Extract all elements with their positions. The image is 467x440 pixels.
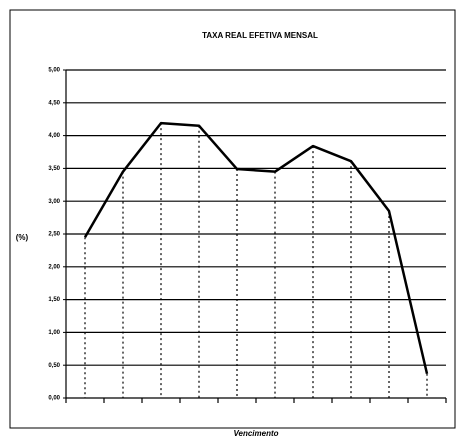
y-tick-label: 3,50 <box>48 166 60 172</box>
y-tick-label: 5,00 <box>48 68 60 74</box>
data-line <box>83 121 429 375</box>
y-tick-label: 2,00 <box>48 264 60 270</box>
y-tick-label: 2,50 <box>48 232 60 238</box>
y-tick-label: 1,00 <box>48 330 60 336</box>
y-axis-label: (%) <box>16 233 29 242</box>
y-tick-label: 4,00 <box>48 133 60 139</box>
y-tick-label: 3,00 <box>48 199 60 205</box>
y-tick-label: 0,00 <box>48 396 60 402</box>
y-tick-label: 0,50 <box>48 363 60 369</box>
chart-title: TAXA REAL EFETIVA MENSAL <box>202 31 318 40</box>
chart-frame <box>9 9 456 429</box>
y-tick-label: 1,50 <box>48 297 60 303</box>
x-axis-label: Vencimento <box>233 429 278 438</box>
y-tick-label: 4,50 <box>48 100 60 106</box>
